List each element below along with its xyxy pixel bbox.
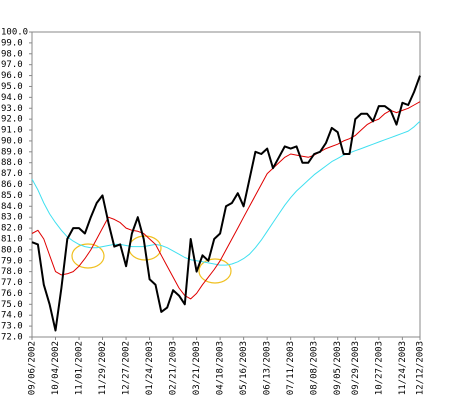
x-tick-label: 11/29/2002 <box>98 341 108 395</box>
y-tick-label: 79.0 <box>1 256 23 266</box>
y-tick-label: 73.0 <box>1 322 23 332</box>
y-tick-label: 95.0 <box>1 82 23 92</box>
y-tick-label: 99.0 <box>1 38 23 48</box>
x-tick-label: 11/01/2002 <box>75 341 85 395</box>
x-tick-label: 08/08/2003 <box>310 341 320 395</box>
y-tick-label: 83.0 <box>1 213 23 223</box>
y-tick-label: 89.0 <box>1 147 23 157</box>
y-tick-label: 100.0 <box>1 28 28 38</box>
y-tick-label: 85.0 <box>1 191 23 201</box>
y-tick-label: 90.0 <box>1 136 23 146</box>
highlight-circle <box>71 243 105 269</box>
y-tick-label: 88.0 <box>1 158 23 168</box>
x-tick-label: 07/11/2003 <box>286 341 296 395</box>
y-tick-label: 97.0 <box>1 60 23 70</box>
y-tick-label: 76.0 <box>1 289 23 299</box>
y-tick-label: 92.0 <box>1 115 23 125</box>
y-tick-label: 87.0 <box>1 169 23 179</box>
x-tick-label: 10/04/2002 <box>51 341 61 395</box>
y-tick-label: 78.0 <box>1 267 23 277</box>
series-line <box>31 120 421 266</box>
highlight-circle <box>198 258 232 284</box>
x-tick-label: 03/21/2003 <box>192 341 202 395</box>
x-tick-label: 02/21/2003 <box>169 341 179 395</box>
series-line <box>31 75 421 332</box>
x-tick-label: 12/27/2002 <box>122 341 132 395</box>
x-tick-label: 10/27/2003 <box>374 341 384 395</box>
plot-area <box>31 31 421 338</box>
y-tick-label: 75.0 <box>1 300 23 310</box>
x-tick-label: 04/18/2003 <box>216 341 226 395</box>
y-tick-label: 93.0 <box>1 104 23 114</box>
x-tick-label: 09/05/2003 <box>333 341 343 395</box>
y-tick-label: 72.0 <box>1 333 23 343</box>
annotations <box>71 235 232 284</box>
x-tick-label: 09/29/2003 <box>351 341 361 395</box>
x-tick-label: 05/16/2003 <box>239 341 249 395</box>
x-tick-label: 11/24/2003 <box>398 341 408 395</box>
y-tick-label: 94.0 <box>1 93 23 103</box>
y-tick-label: 98.0 <box>1 49 23 59</box>
y-tick-label: 81.0 <box>1 234 23 244</box>
x-tick-label: 09/06/2002 <box>28 341 38 395</box>
y-tick-label: 91.0 <box>1 126 23 136</box>
y-tick-label: 80.0 <box>1 245 23 255</box>
y-tick-label: 82.0 <box>1 224 23 234</box>
x-tick-label: 12/12/2003 <box>416 341 426 395</box>
y-tick-label: 84.0 <box>1 202 23 212</box>
x-tick-label: 01/24/2003 <box>145 341 155 395</box>
y-tick-label: 77.0 <box>1 278 23 288</box>
series-line <box>31 101 421 300</box>
x-tick-label: 06/13/2003 <box>263 341 273 395</box>
y-tick-label: 96.0 <box>1 71 23 81</box>
y-tick-label: 74.0 <box>1 311 23 321</box>
y-tick-label: 86.0 <box>1 180 23 190</box>
